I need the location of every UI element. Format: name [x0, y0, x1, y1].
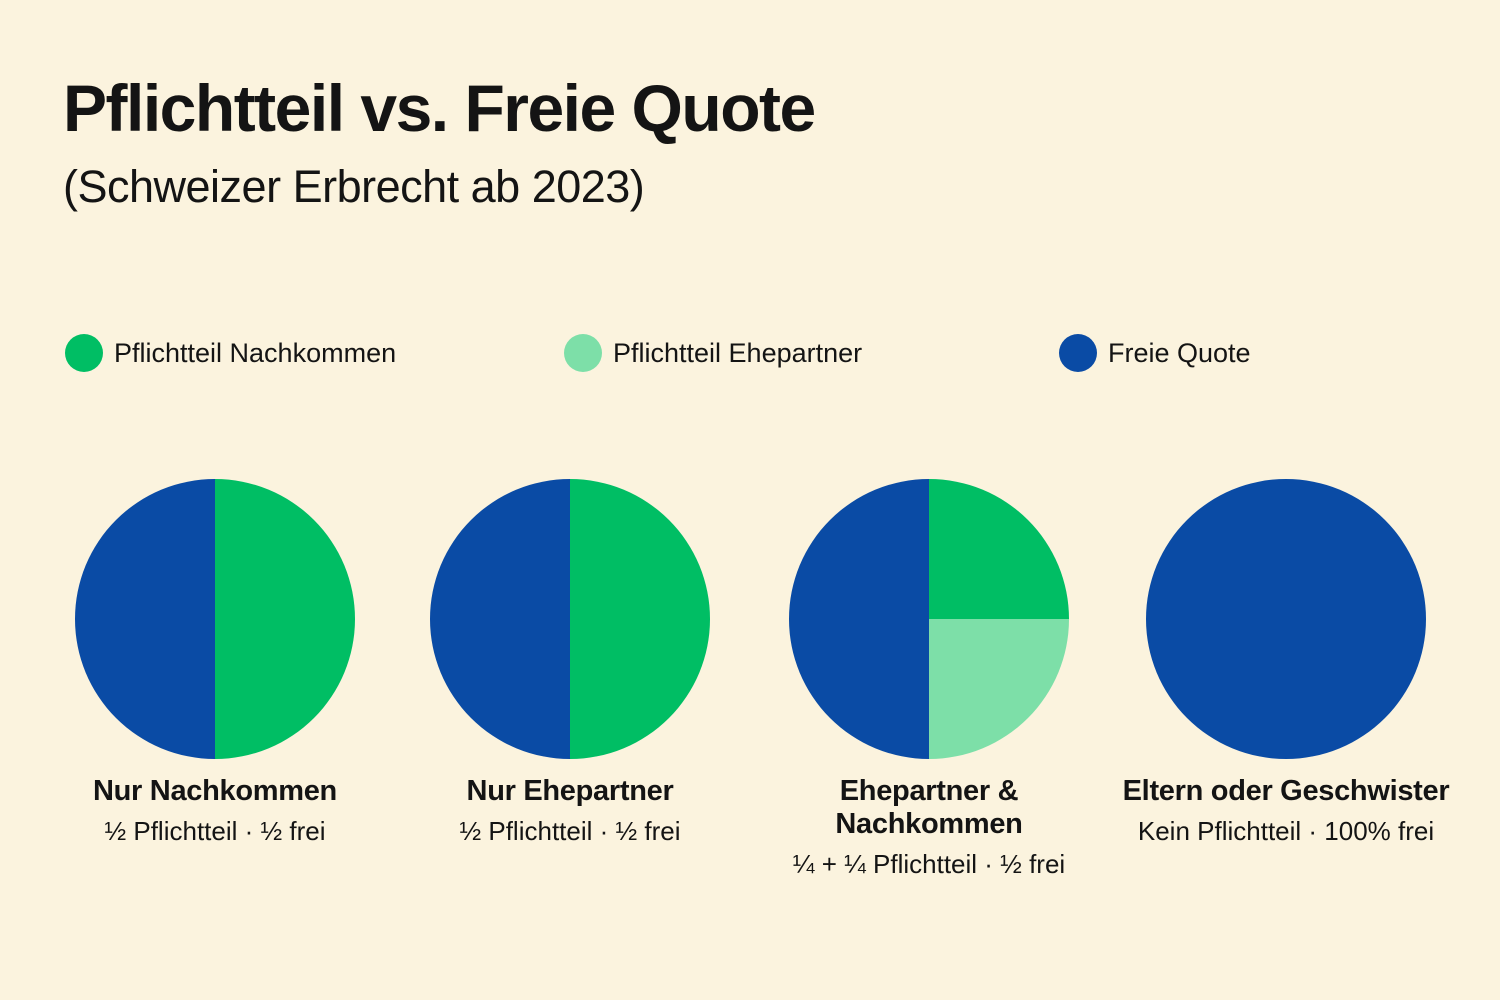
legend-item-pflichtteil-ehepartner: Pflichtteil Ehepartner — [564, 333, 862, 373]
page-title: Pflichtteil vs. Freie Quote — [63, 71, 816, 145]
pie-title: Ehepartner & Nachkommen — [835, 775, 1023, 840]
pie-title: Nur Nachkommen — [93, 775, 337, 807]
pie-title: Nur Ehepartner — [466, 775, 674, 807]
legend-label: Freie Quote — [1108, 337, 1251, 368]
legend-label: Pflichtteil Ehepartner — [613, 337, 863, 368]
legend-dot-icon — [1059, 334, 1097, 372]
legend-item-freie-quote: Freie Quote — [1059, 333, 1251, 373]
pie-figure-eltern-oder-geschwister: Eltern oder Geschwister Kein Pflichtteil… — [1106, 479, 1466, 847]
header: Pflichtteil vs. Freie Quote (Schweizer E… — [63, 71, 816, 213]
pie-caption: ¼ + ¼ Pflichtteil · ½ frei — [792, 849, 1066, 879]
legend-item-pflichtteil-nachkommen: Pflichtteil Nachkommen — [65, 333, 396, 373]
pie-figure-nur-ehepartner: Nur Ehepartner ½ Pflichtteil · ½ frei — [390, 479, 750, 847]
pie-chart-nur-ehepartner — [430, 479, 710, 759]
pie-chart-nur-nachkommen — [75, 479, 355, 759]
page-subtitle: (Schweizer Erbrecht ab 2023) — [63, 160, 645, 212]
legend-dot-icon — [564, 334, 602, 372]
pie-chart-eltern-oder-geschwister — [1146, 479, 1426, 759]
pie-caption: Kein Pflichtteil · 100% frei — [1137, 816, 1435, 846]
legend-label: Pflichtteil Nachkommen — [114, 337, 397, 368]
pie-caption: ½ Pflichtteil · ½ frei — [104, 816, 326, 846]
pie-caption: ½ Pflichtteil · ½ frei — [459, 816, 681, 846]
legend-dot-icon — [65, 334, 103, 372]
pie-chart-ehepartner-und-nachkommen — [789, 479, 1069, 759]
pie-figure-nur-nachkommen: Nur Nachkommen ½ Pflichtteil · ½ frei — [35, 479, 395, 847]
pie-figure-ehepartner-und-nachkommen: Ehepartner & Nachkommen ¼ + ¼ Pflichttei… — [749, 479, 1109, 880]
pie-title: Eltern oder Geschwister — [1122, 775, 1450, 807]
